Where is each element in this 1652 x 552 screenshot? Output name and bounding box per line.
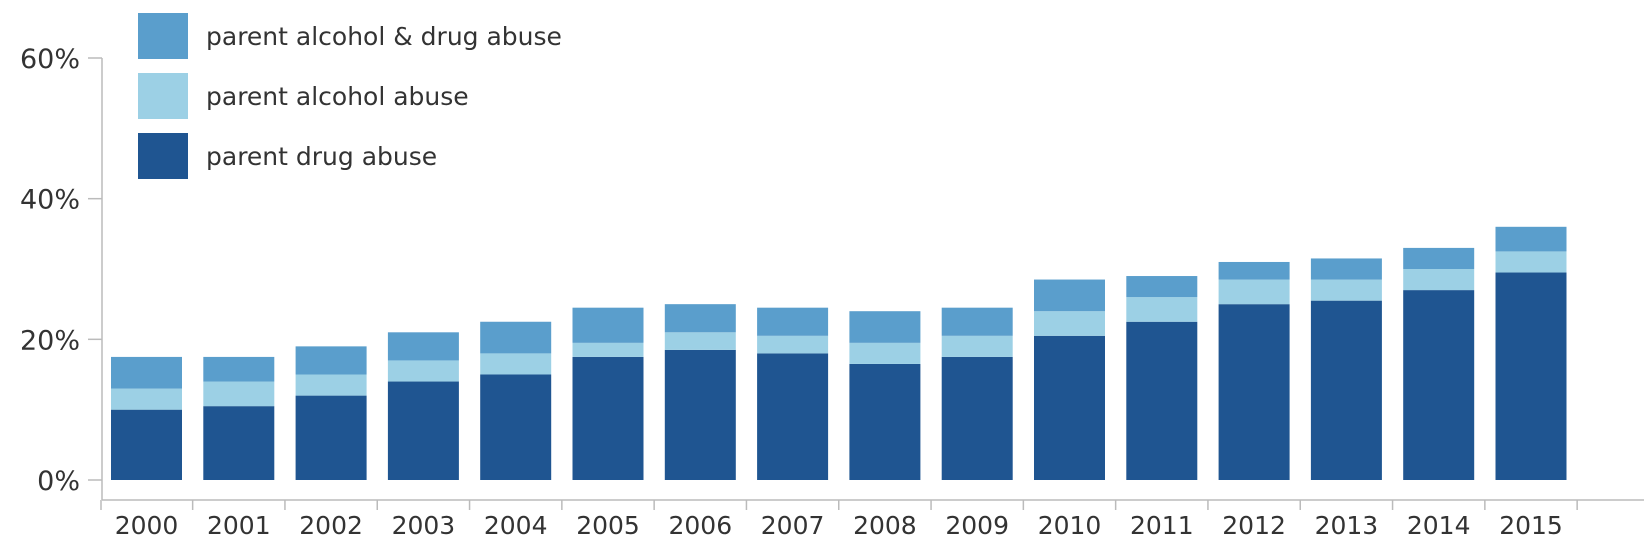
bar-segment-2001-series-2 <box>203 356 275 382</box>
bar-segment-2007-series-0 <box>757 353 829 480</box>
bar-segment-2013-series-1 <box>1310 279 1382 301</box>
legend-swatch <box>138 13 188 59</box>
bar-segment-2004-series-2 <box>480 321 552 354</box>
bar-segment-2014-series-1 <box>1403 269 1475 291</box>
x-tick-label-2005: 2005 <box>576 511 640 540</box>
x-tick-label-2002: 2002 <box>299 511 363 540</box>
bar-segment-2006-series-2 <box>664 304 736 333</box>
x-tick-label-2001: 2001 <box>207 511 271 540</box>
bar-segment-2008-series-2 <box>849 311 921 343</box>
legend: parent alcohol & drug abuse parent alcoho… <box>138 12 562 192</box>
bar-segment-2002-series-2 <box>295 346 367 375</box>
y-ticks: 0% 20% 40% 60% <box>20 44 102 497</box>
bar-segment-2003-series-0 <box>387 381 459 480</box>
bar-segment-2003-series-2 <box>387 332 459 361</box>
x-tick-label-2013: 2013 <box>1315 511 1379 540</box>
x-tick-label-2009: 2009 <box>945 511 1009 540</box>
x-tick-label-2004: 2004 <box>484 511 548 540</box>
bar-segment-2010-series-2 <box>1034 279 1105 312</box>
axes <box>101 58 1644 501</box>
bar-segment-2003-series-1 <box>387 360 459 382</box>
bar-segment-2009-series-0 <box>941 356 1013 480</box>
bar-segment-2015-series-2 <box>1495 226 1567 252</box>
x-tick-label-2010: 2010 <box>1038 511 1102 540</box>
y-tick-label: 0% <box>37 466 80 497</box>
x-tick-label-2012: 2012 <box>1222 511 1286 540</box>
bar-segment-2009-series-2 <box>941 307 1013 336</box>
bar-segment-2006-series-0 <box>664 349 736 480</box>
bar-segment-2012-series-0 <box>1218 304 1290 480</box>
bar-segment-2009-series-1 <box>941 335 1013 357</box>
bar-segment-2010-series-0 <box>1034 335 1105 480</box>
x-tick-label-2007: 2007 <box>761 511 825 540</box>
legend-label: parent drug abuse <box>206 141 438 171</box>
x-tick-label-2011: 2011 <box>1130 511 1194 540</box>
bar-segment-2013-series-2 <box>1310 258 1382 280</box>
bar-segment-2013-series-0 <box>1310 300 1382 480</box>
legend-swatch <box>138 73 188 119</box>
bar-segment-2012-series-2 <box>1218 261 1290 280</box>
bar-segment-2004-series-1 <box>480 353 552 375</box>
legend-swatch <box>138 133 188 179</box>
x-tick-label-2008: 2008 <box>853 511 917 540</box>
bar-segment-2005-series-1 <box>572 342 644 357</box>
legend-item: parent alcohol abuse <box>138 72 562 120</box>
bar-segment-2006-series-1 <box>664 332 736 350</box>
x-tick-label-2006: 2006 <box>668 511 732 540</box>
x-ticks: 2000 2001 2002 2003 2004 2005 2006 2007 2008 2009… <box>100 500 1578 540</box>
bar-segment-2008-series-1 <box>849 342 921 364</box>
bar-segment-2011-series-2 <box>1126 276 1198 298</box>
bar-segment-2015-series-1 <box>1495 251 1567 273</box>
x-tick-label-2014: 2014 <box>1407 511 1471 540</box>
bar-segment-2012-series-1 <box>1218 279 1290 305</box>
x-tick-label-2000: 2000 <box>115 511 179 540</box>
legend-item: parent drug abuse <box>138 132 562 180</box>
bar-segment-2011-series-1 <box>1126 297 1198 322</box>
bar-segment-2011-series-0 <box>1126 321 1198 480</box>
bars <box>111 226 1567 480</box>
bar-segment-2005-series-0 <box>572 356 644 480</box>
bar-segment-2014-series-2 <box>1403 247 1475 269</box>
y-tick-label: 20% <box>20 325 80 356</box>
x-tick-label-2015: 2015 <box>1499 511 1563 540</box>
bar-segment-2005-series-2 <box>572 307 644 343</box>
legend-label: parent alcohol abuse <box>206 81 469 111</box>
bar-segment-2004-series-0 <box>480 374 552 480</box>
y-tick-label: 60% <box>20 44 80 75</box>
bar-segment-2007-series-1 <box>757 335 829 354</box>
bar-segment-2014-series-0 <box>1403 290 1475 480</box>
bar-segment-2001-series-0 <box>203 406 275 480</box>
bar-segment-2008-series-0 <box>849 363 921 480</box>
y-tick-label: 40% <box>20 185 80 216</box>
bar-segment-2000-series-1 <box>111 388 182 410</box>
bar-segment-2007-series-2 <box>757 307 829 336</box>
x-tick-label-2003: 2003 <box>392 511 456 540</box>
bar-segment-2002-series-0 <box>295 395 367 480</box>
bar-segment-2001-series-1 <box>203 381 275 407</box>
bar-segment-2015-series-0 <box>1495 272 1567 480</box>
bar-segment-2000-series-0 <box>111 409 182 480</box>
bar-segment-2000-series-2 <box>111 356 182 389</box>
bar-segment-2002-series-1 <box>295 374 367 396</box>
legend-label: parent alcohol & drug abuse <box>206 21 562 51</box>
legend-item: parent alcohol & drug abuse <box>138 12 562 60</box>
bar-segment-2010-series-1 <box>1034 311 1105 336</box>
